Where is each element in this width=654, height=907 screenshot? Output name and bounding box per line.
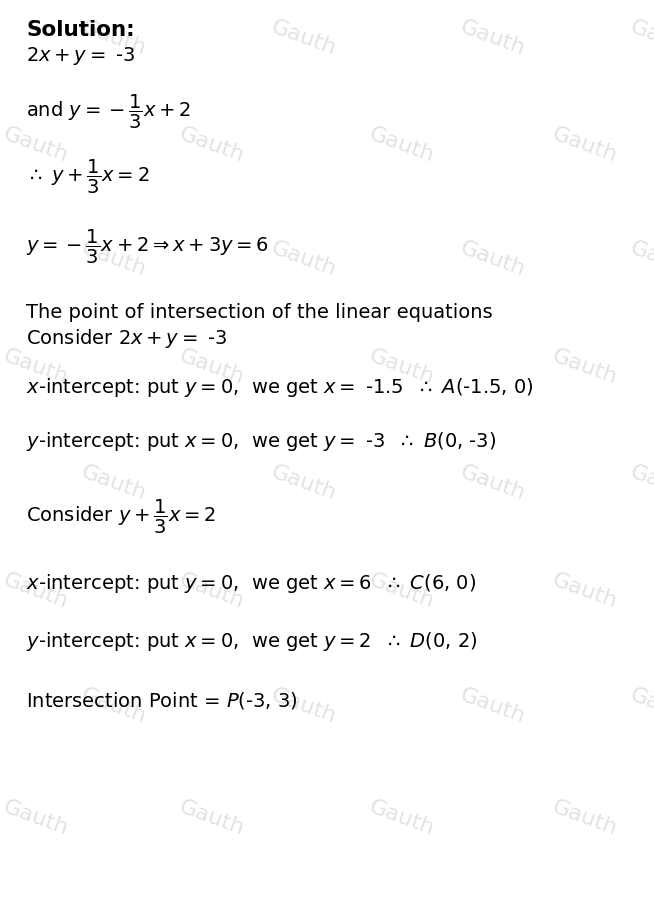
Text: Gauth: Gauth	[366, 797, 437, 839]
Text: $y$-intercept: put $x = 0$,  we get $y = 2$  $\therefore$ $D($0, 2$)$: $y$-intercept: put $x = 0$, we get $y = …	[26, 629, 478, 653]
Text: Consider $2x + y = $ -3: Consider $2x + y = $ -3	[26, 327, 228, 350]
Text: and $y = -\dfrac{1}{3}x + 2$: and $y = -\dfrac{1}{3}x + 2$	[26, 93, 191, 131]
Text: Gauth: Gauth	[458, 17, 528, 59]
Text: Consider $y + \dfrac{1}{3}x = 2$: Consider $y + \dfrac{1}{3}x = 2$	[26, 498, 216, 536]
Text: Gauth: Gauth	[177, 571, 247, 612]
Text: Gauth: Gauth	[268, 238, 339, 279]
Text: Gauth: Gauth	[177, 346, 247, 388]
Text: Gauth: Gauth	[549, 124, 620, 166]
Text: $x$-intercept: put $y = 0$,  we get $x = $ -1.5  $\therefore$ $A($-1.5, 0$)$: $x$-intercept: put $y = 0$, we get $x = …	[26, 375, 534, 399]
Text: Gauth: Gauth	[366, 124, 437, 166]
Text: Intersection Point = $P($-3, 3$)$: Intersection Point = $P($-3, 3$)$	[26, 689, 298, 711]
Text: $y$-intercept: put $x = 0$,  we get $y = $ -3  $\therefore$ $B($0, -3$)$: $y$-intercept: put $x = 0$, we get $y = …	[26, 430, 496, 454]
Text: Gauth: Gauth	[177, 797, 247, 839]
Text: Gauth: Gauth	[78, 462, 149, 503]
Text: Gauth: Gauth	[0, 571, 71, 612]
Text: Gauth: Gauth	[628, 462, 654, 503]
Text: Gauth: Gauth	[0, 346, 71, 388]
Text: $\therefore\; y + \dfrac{1}{3}x = 2$: $\therefore\; y + \dfrac{1}{3}x = 2$	[26, 158, 150, 196]
Text: Solution:: Solution:	[26, 20, 135, 40]
Text: Gauth: Gauth	[458, 462, 528, 503]
Text: Gauth: Gauth	[549, 797, 620, 839]
Text: Gauth: Gauth	[366, 571, 437, 612]
Text: Gauth: Gauth	[628, 238, 654, 279]
Text: Gauth: Gauth	[0, 797, 71, 839]
Text: Gauth: Gauth	[628, 685, 654, 727]
Text: Gauth: Gauth	[458, 238, 528, 279]
Text: Gauth: Gauth	[268, 17, 339, 59]
Text: Gauth: Gauth	[78, 17, 149, 59]
Text: The point of intersection of the linear equations: The point of intersection of the linear …	[26, 303, 492, 321]
Text: Gauth: Gauth	[78, 685, 149, 727]
Text: Gauth: Gauth	[0, 124, 71, 166]
Text: Gauth: Gauth	[549, 346, 620, 388]
Text: Gauth: Gauth	[628, 17, 654, 59]
Text: Gauth: Gauth	[268, 685, 339, 727]
Text: Gauth: Gauth	[177, 124, 247, 166]
Text: $x$-intercept: put $y = 0$,  we get $x = 6$  $\therefore$ $C($6, 0$)$: $x$-intercept: put $y = 0$, we get $x = …	[26, 571, 477, 595]
Text: Gauth: Gauth	[458, 685, 528, 727]
Text: Gauth: Gauth	[78, 238, 149, 279]
Text: Gauth: Gauth	[268, 462, 339, 503]
Text: Gauth: Gauth	[366, 346, 437, 388]
Text: Gauth: Gauth	[549, 571, 620, 612]
Text: $y = -\dfrac{1}{3}x + 2 \Rightarrow x + 3y = 6$: $y = -\dfrac{1}{3}x + 2 \Rightarrow x + …	[26, 228, 269, 266]
Text: $2x + y = $ -3: $2x + y = $ -3	[26, 45, 135, 67]
